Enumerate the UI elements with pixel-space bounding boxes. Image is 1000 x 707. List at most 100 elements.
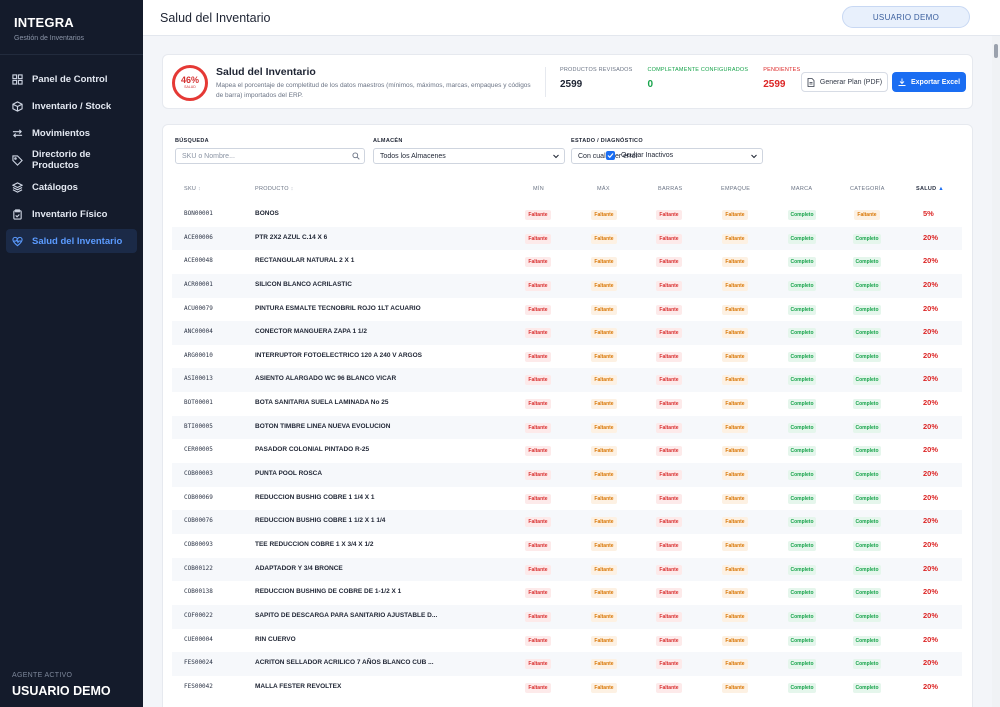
sidebar-item-catalogos[interactable]: Catálogos — [6, 175, 137, 199]
table-row[interactable]: COB00003 PUNTA POOL ROSCA Faltante Faltante… — [172, 463, 962, 487]
barras-status-badge: Faltante — [656, 517, 682, 528]
sidebar-item-directorio-de-productos[interactable]: Directorio de Productos — [6, 148, 137, 172]
barras-status-badge: Faltante — [656, 280, 682, 291]
table-row[interactable]: BON00001 BONOS Faltante Faltante Faltante Fal… — [172, 203, 962, 227]
health-percent: 20% — [923, 610, 939, 620]
summary-description: Mapea el porcentaje de completitud de lo… — [216, 82, 531, 99]
stat-label: COMPLETAMENTE CONFIGURADOS — [647, 67, 749, 73]
sku-cell: ACU00079 — [184, 304, 213, 312]
hide-inactive-checkbox[interactable] — [606, 151, 615, 160]
table-row[interactable]: COB00138 REDUCCION BUSHING DE COBRE DE 1-… — [172, 581, 962, 605]
table-row[interactable]: BOT00001 BOTA SANITARIA SUELA LAMINADA No… — [172, 392, 962, 416]
sku-cell: FES00024 — [184, 659, 213, 667]
table-row[interactable]: ASI00013 ASIENTO ALARGADO WC 96 BLANCO VI… — [172, 368, 962, 393]
barras-status-badge: Faltante — [656, 328, 682, 339]
empaque-status-badge: Faltante — [722, 304, 748, 315]
sku-cell: CUE00004 — [184, 635, 213, 643]
marca-status-badge: Completo — [788, 233, 816, 244]
table-row[interactable]: CUE00004 RIN CUERVO Faltante Faltante Faltan… — [172, 629, 962, 653]
categoria-status-badge: Completo — [853, 611, 881, 622]
health-percent: 20% — [923, 516, 939, 526]
min-status-badge: Faltante — [525, 328, 551, 339]
table-row[interactable]: ACE00006 PTR 2X2 AZUL C.14 X 6 Faltante Fal… — [172, 226, 962, 251]
table-row[interactable]: ACR00001 SILICON BLANCO ACRILASTIC Faltant… — [172, 273, 962, 298]
export-excel-label: Exportar Excel — [910, 78, 961, 86]
layers-icon — [12, 181, 23, 193]
table-row[interactable]: COF00022 SAPITO DE DESCARGA PARA SANITARI… — [172, 604, 962, 629]
health-percent: 20% — [923, 421, 939, 431]
marca-status-badge: Completo — [788, 588, 816, 599]
warehouse-select[interactable]: Todos los Almacenes — [373, 148, 565, 164]
health-score-value: 46% — [180, 75, 199, 85]
agent-label: AGENTE ACTIVO — [12, 672, 73, 679]
table-row[interactable]: ACE00048 RECTANGULAR NATURAL 2 X 1 Faltant… — [172, 250, 962, 274]
max-status-badge: Faltante — [591, 422, 617, 433]
health-percent: 20% — [923, 563, 939, 573]
product-cell: ASIENTO ALARGADO WC 96 BLANCO VICAR — [255, 375, 397, 383]
product-cell: BOTA SANITARIA SUELA LAMINADA No 25 — [255, 399, 389, 407]
column-header-salud[interactable]: SALUD ▲ — [916, 186, 944, 192]
product-cell: CONECTOR MANGUERA ZAPA 1 1/2 — [255, 328, 367, 336]
export-excel-button[interactable]: Exportar Excel — [892, 72, 966, 92]
hide-inactive-label: Ocultar Inactivos — [621, 152, 674, 159]
max-status-badge: Faltante — [591, 493, 617, 504]
column-header-sku[interactable]: SKU ↕ — [184, 186, 201, 192]
search-input[interactable]: SKU o Nombre... — [175, 148, 365, 164]
sidebar-item-inventario-fisico[interactable]: Inventario Físico — [6, 202, 137, 226]
sidebar-nav: Panel de Control Inventario / Stock Movi… — [0, 55, 143, 253]
health-percent: 20% — [923, 681, 939, 691]
marca-status-badge: Completo — [788, 375, 816, 386]
product-cell: REDUCCION BUSHIG COBRE 1 1/4 X 1 — [255, 493, 375, 501]
sidebar-item-panel-de-control[interactable]: Panel de Control — [6, 67, 137, 91]
barras-status-badge: Faltante — [656, 399, 682, 410]
empaque-status-badge: Faltante — [722, 611, 748, 622]
scroll-thumb[interactable] — [994, 44, 998, 58]
sidebar-item-movimientos[interactable]: Movimientos — [6, 121, 137, 145]
marca-status-badge: Completo — [788, 257, 816, 268]
product-cell: SAPITO DE DESCARGA PARA SANITARIO AJUSTA… — [255, 611, 438, 619]
empaque-status-badge: Faltante — [722, 210, 748, 220]
agent-name: USUARIO DEMO — [12, 684, 111, 698]
table-row[interactable]: COB00093 TEE REDUCCION COBRE 1 X 3/4 X 1/… — [172, 534, 962, 558]
user-menu-button[interactable]: USUARIO DEMO — [842, 6, 970, 28]
page-scrollbar[interactable] — [992, 36, 1000, 707]
stat-value: 2599 — [560, 79, 583, 90]
categoria-status-badge: Completo — [853, 328, 881, 339]
categoria-status-badge: Completo — [853, 540, 881, 551]
product-cell: PUNTA POOL ROSCA — [255, 470, 323, 478]
sku-cell: BOT00001 — [184, 399, 213, 407]
summary-stats: PRODUCTOS REVISADOS 2599 COMPLETAMENTE C… — [545, 67, 815, 97]
column-header-categoria: CATEGORÍA — [850, 186, 885, 192]
warehouse-label: ALMACÉN — [373, 138, 403, 144]
categoria-status-badge: Completo — [853, 304, 881, 315]
product-cell: BOTON TIMBRE LINEA NUEVA EVOLUCION — [255, 422, 391, 430]
chevron-down-icon — [552, 152, 560, 162]
table-row[interactable]: ACU00079 PINTURA ESMALTE TECNOBRIL ROJO 1… — [172, 298, 962, 322]
product-cell: INTERRUPTOR FOTOELECTRICO 120 A 240 V AR… — [255, 351, 422, 359]
table-row[interactable]: BTI00005 BOTON TIMBRE LINEA NUEVA EVOLUCI… — [172, 415, 962, 440]
tag-icon — [12, 154, 23, 166]
table-row[interactable]: CER00005 PASADOR COLONIAL PINTADO R-25 Fal… — [172, 439, 962, 463]
table-row[interactable]: COB00069 REDUCCION BUSHIG COBRE 1 1/4 X 1… — [172, 487, 962, 511]
sku-cell: COB00003 — [184, 470, 213, 478]
sidebar-item-salud-del-inventario[interactable]: Salud del Inventario — [6, 229, 137, 253]
min-status-badge: Faltante — [525, 280, 551, 291]
min-status-badge: Faltante — [525, 257, 551, 268]
table-row[interactable]: COB00122 ADAPTADOR Y 3/4 BRONCE Faltante Fa… — [172, 557, 962, 582]
barras-status-badge: Faltante — [656, 422, 682, 433]
table-row[interactable]: FES00024 ACRITON SELLADOR ACRILICO 7 AÑOS… — [172, 652, 962, 676]
column-header-label: SALUD — [916, 186, 937, 192]
generate-pdf-button[interactable]: Generar Plan (PDF) — [801, 72, 888, 92]
table-row[interactable]: ANC00004 CONECTOR MANGUERA ZAPA 1 1/2 Falt… — [172, 321, 962, 345]
health-percent: 20% — [923, 327, 939, 337]
health-percent: 20% — [923, 232, 939, 242]
marca-status-badge: Completo — [788, 280, 816, 291]
sidebar-item-inventario-stock[interactable]: Inventario / Stock — [6, 94, 137, 118]
table-row[interactable]: FES00042 MALLA FESTER REVOLTEX Faltante Fal… — [172, 676, 962, 700]
max-status-badge: Faltante — [591, 682, 617, 693]
hide-inactive-toggle[interactable]: Ocultar Inactivos — [606, 151, 673, 160]
table-row[interactable]: ARG00010 INTERRUPTOR FOTOELECTRICO 120 A … — [172, 345, 962, 369]
table-row[interactable]: COB00076 REDUCCION BUSHIG COBRE 1 1/2 X 1… — [172, 510, 962, 534]
min-status-badge: Faltante — [525, 399, 551, 410]
column-header-product[interactable]: PRODUCTO ↕ — [255, 186, 294, 192]
